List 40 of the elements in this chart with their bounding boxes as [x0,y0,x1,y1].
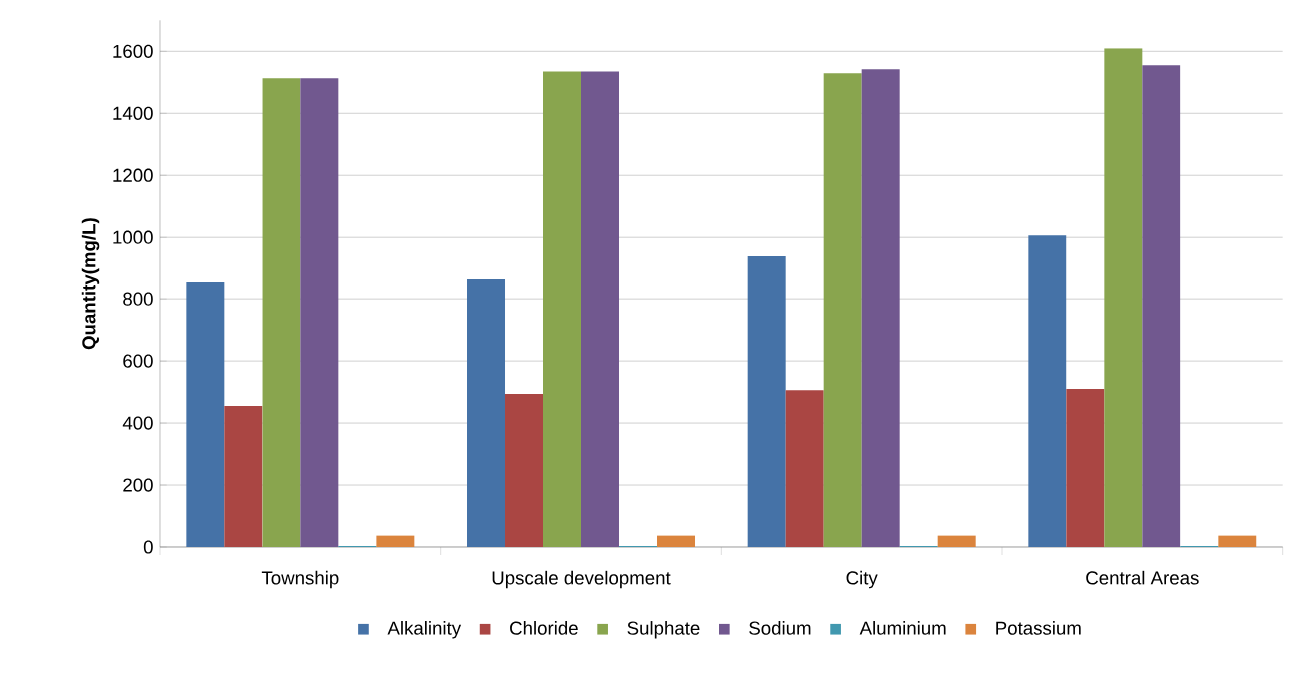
bar [300,78,339,547]
bar [1142,65,1181,547]
bar [1104,48,1143,547]
bar [1066,389,1105,547]
bar [937,535,976,547]
y-tick-label: 600 [123,354,153,368]
x-tick-label: Upscale development [492,570,671,589]
bar [1218,535,1257,547]
y-tick-label: 0 [143,540,153,554]
legend-label: Sodium [749,621,811,635]
legend-label: Chloride [510,621,578,635]
x-tick-label: City [846,570,878,589]
bar [262,78,301,547]
bar [186,282,225,547]
y-tick-label: 1400 [113,106,153,120]
bar [543,71,582,547]
legend-label: Alkalinity [387,621,462,639]
bar [581,71,620,547]
y-tick-label: 1200 [113,168,153,182]
y-axis-title: Quantity(mg/L) [81,218,100,350]
bar [1028,235,1067,547]
bar [657,535,696,547]
bar [861,69,900,547]
y-tick-label: 1000 [113,230,153,244]
bar [376,535,415,547]
bar [823,73,862,547]
legend-label: Sulphate [627,621,700,639]
bar [224,406,263,547]
y-tick-label: 400 [122,416,153,430]
y-tick-label: 800 [123,292,153,306]
y-tick-label: 1600 [113,44,153,58]
bar [785,390,824,547]
bar [747,256,786,547]
x-tick-label: Central Areas [1086,570,1199,585]
bar [505,393,543,547]
bar [467,279,506,547]
legend-label: Potassium [996,621,1081,635]
y-tick-label: 200 [123,478,153,492]
x-tick-label: Township [261,570,339,589]
legend-label: Aluminium [859,621,946,635]
